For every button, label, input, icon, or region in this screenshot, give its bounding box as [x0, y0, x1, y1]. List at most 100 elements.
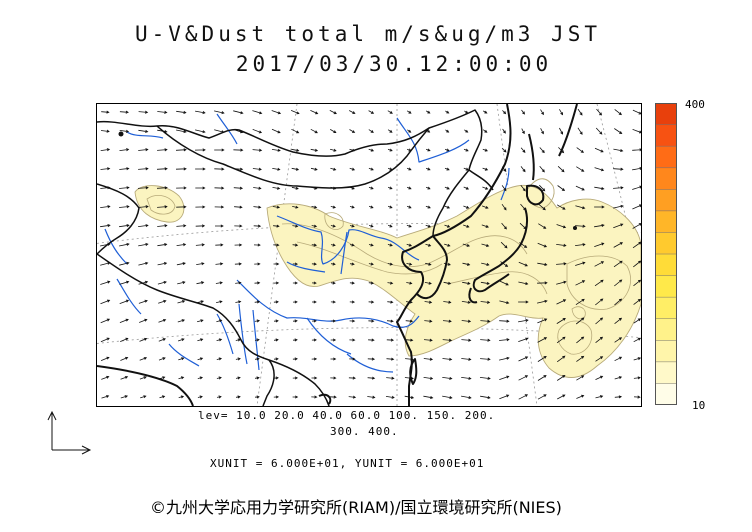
wind-vector: [235, 376, 241, 380]
wind-vector: [594, 224, 605, 228]
wind-vector: [101, 110, 110, 114]
wind-vector: [273, 338, 279, 342]
wind-vector: [349, 110, 356, 114]
wind-vector: [329, 110, 337, 115]
wind-vector: [311, 224, 318, 228]
wind-vector: [349, 224, 355, 228]
wind-vector: [463, 167, 469, 171]
wind-vector: [425, 186, 431, 190]
wind-vector: [518, 261, 528, 267]
wind-vector: [501, 185, 507, 192]
wind-vector: [100, 261, 111, 266]
wind-vector: [518, 318, 529, 323]
wind-vector: [254, 395, 260, 399]
wind-vector: [594, 147, 604, 153]
wind-vector: [481, 205, 489, 209]
wind-vector: [632, 185, 641, 190]
wind-vector: [387, 262, 394, 266]
hokkaido: [526, 184, 545, 206]
wind-vector: [291, 186, 299, 190]
wind-vector: [176, 110, 187, 114]
wind-vector: [196, 262, 205, 266]
wind-vector: [139, 376, 147, 380]
wind-vector: [632, 109, 641, 115]
wind-vector: [444, 186, 450, 190]
wind-vector: [311, 262, 317, 266]
wind-vector: [197, 338, 204, 342]
wind-vector: [157, 110, 168, 114]
wind-vector: [423, 376, 434, 380]
wind-vector: [311, 376, 318, 380]
wind-vector: [499, 300, 510, 305]
wind-vector: [120, 395, 129, 399]
wind-vector: [138, 261, 149, 266]
wind-vector: [461, 338, 472, 342]
wind-vector: [349, 167, 356, 171]
wind-vector: [406, 281, 413, 285]
wind-vector: [387, 167, 393, 171]
wind-vector: [310, 128, 318, 134]
wind-vector: [330, 281, 336, 285]
wind-vector: [159, 376, 166, 380]
wind-vector: [310, 167, 318, 171]
wind-vector: [273, 376, 279, 380]
wind-vector: [140, 395, 147, 399]
wind-vector: [177, 338, 185, 342]
wind-vector: [252, 110, 263, 115]
wind-vector: [100, 318, 111, 324]
wind-vector: [556, 262, 567, 266]
wind-vector: [537, 375, 547, 381]
wind-vector: [367, 395, 376, 399]
copyright-notice: ©九州大学応用力学研究所(RIAM)/国立環境研究所(NIES): [150, 498, 562, 517]
wind-vector: [425, 224, 432, 228]
wind-vector: [137, 205, 149, 209]
wind-vector: [518, 337, 529, 342]
wind-vector: [368, 186, 374, 190]
wind-vector: [539, 147, 545, 154]
wind-vector: [594, 205, 605, 209]
wind-vector: [100, 167, 111, 171]
wind-vector: [463, 186, 470, 190]
wind-vector: [292, 262, 299, 266]
wind-vector: [443, 300, 452, 304]
wind-vector: [311, 281, 317, 285]
wind-vector: [100, 186, 111, 190]
wind-vector: [462, 262, 471, 266]
wind-vector: [519, 242, 528, 248]
wind-vector: [252, 129, 263, 134]
wind-vector: [157, 224, 168, 228]
wind-vector: [613, 242, 624, 248]
wind-vector: [424, 281, 432, 285]
wind-vector: [445, 110, 450, 114]
wind-vector: [311, 395, 318, 399]
wind-vector: [424, 319, 433, 323]
wind-vector: [254, 300, 261, 304]
wind-vector: [292, 376, 299, 380]
wind-vector: [559, 109, 564, 116]
wind-vector: [292, 281, 298, 285]
wind-vector: [138, 224, 149, 228]
wind-vector: [215, 281, 223, 285]
wind-vector: [311, 357, 318, 361]
wind-vector: [177, 281, 186, 285]
wind-vector: [253, 186, 262, 190]
wind-vector: [311, 338, 317, 342]
wind-vector: [195, 205, 206, 209]
wind-vector: [613, 223, 624, 229]
wind-vector: [521, 109, 526, 115]
wind-vector: [406, 262, 413, 266]
wind-vector: [406, 167, 412, 171]
wind-vector: [234, 262, 242, 266]
wind-vector: [442, 357, 453, 361]
wind-vector: [195, 186, 206, 190]
wind-vector: [632, 241, 641, 249]
wind-vector: [273, 395, 280, 399]
wind-vector: [557, 394, 566, 400]
wind-vector: [386, 338, 395, 342]
wind-vector: [480, 281, 490, 285]
wind-vector: [196, 281, 205, 285]
wind-vector: [537, 337, 548, 343]
wind-vector: [290, 110, 300, 115]
wind-vector: [385, 395, 395, 399]
map-timestamp: 2017/03/30.12:00:00: [235, 52, 553, 76]
